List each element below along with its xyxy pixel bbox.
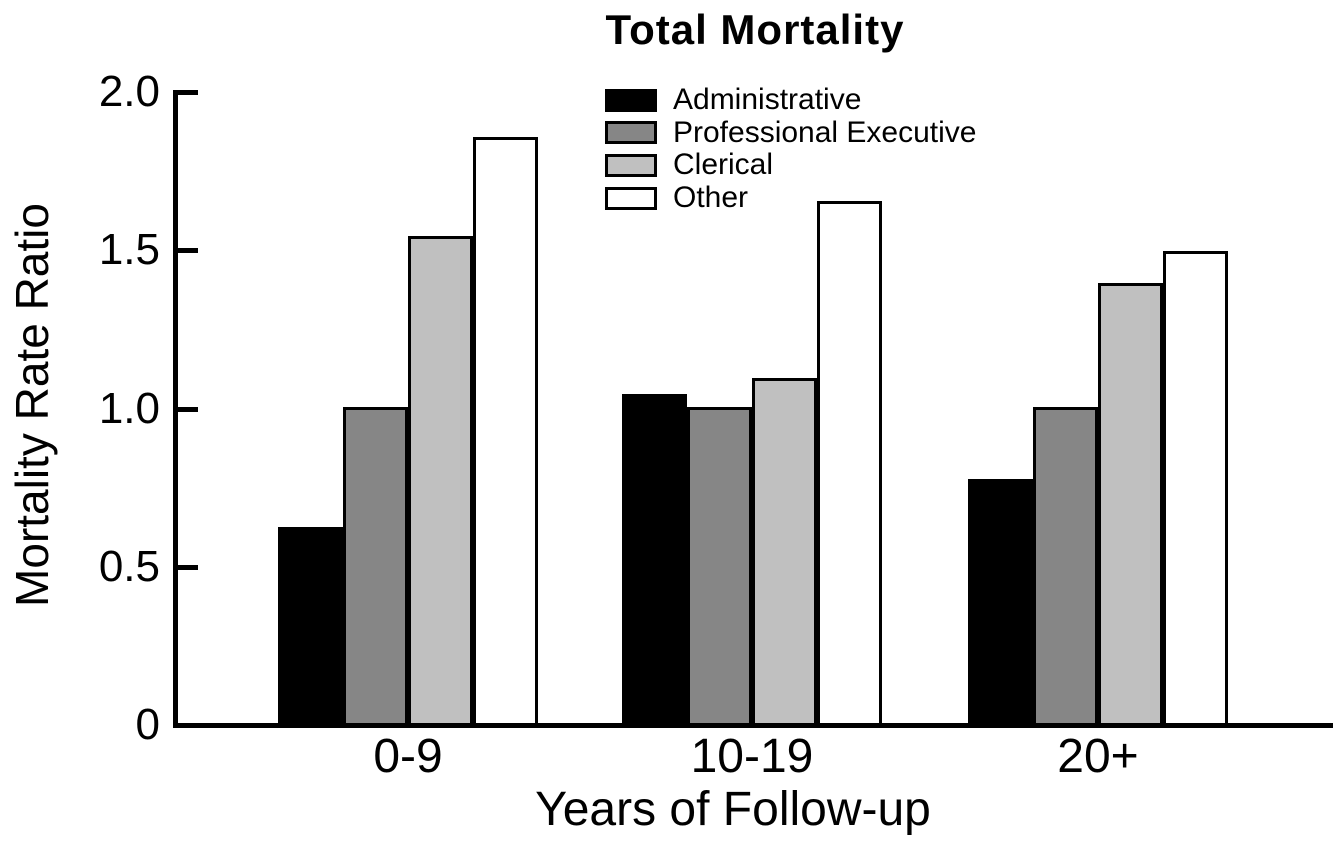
legend-swatch-clerical bbox=[605, 153, 657, 177]
legend-row: Clerical bbox=[605, 148, 774, 182]
legend-row: Professional Executive bbox=[605, 115, 977, 149]
bar-0-9-administrative bbox=[278, 526, 343, 723]
x-category-label-10-19: 10-19 bbox=[690, 730, 814, 783]
chart-title: Total Mortality bbox=[605, 6, 905, 53]
bar-20+-professional-executive bbox=[1033, 406, 1098, 723]
legend-row: Other bbox=[605, 181, 749, 215]
legend-label: Other bbox=[673, 181, 749, 215]
y-axis-line bbox=[173, 90, 178, 728]
legend-label: Administrative bbox=[673, 83, 862, 116]
bar-10-19-other bbox=[817, 200, 882, 723]
y-tick-label: 0.5 bbox=[98, 541, 160, 591]
legend-label: Professional Executive bbox=[673, 115, 977, 149]
y-tick bbox=[178, 406, 198, 412]
y-tick-label: 0 bbox=[135, 700, 160, 749]
x-category-label-0-9: 0-9 bbox=[373, 730, 443, 783]
legend-row: Administrative bbox=[605, 83, 862, 116]
x-axis-line bbox=[173, 723, 1333, 728]
legend-swatch-administrative bbox=[605, 88, 657, 112]
bar-0-9-clerical bbox=[408, 235, 473, 723]
legend-swatch-other bbox=[605, 186, 657, 210]
y-tick bbox=[178, 564, 198, 570]
bar-20+-administrative bbox=[968, 479, 1033, 723]
y-tick-label: 1.5 bbox=[98, 225, 160, 275]
bar-10-19-administrative bbox=[622, 393, 687, 723]
y-tick bbox=[178, 248, 198, 254]
x-axis-title: Years of Follow-up bbox=[535, 783, 931, 836]
y-tick-label: 1.0 bbox=[98, 383, 160, 433]
bar-10-19-clerical bbox=[752, 378, 817, 723]
legend-label: Clerical bbox=[673, 148, 774, 182]
legend-swatch-professional-executive bbox=[605, 121, 657, 145]
bar-20+-clerical bbox=[1098, 283, 1163, 723]
x-category-label-20+: 20+ bbox=[1057, 730, 1139, 783]
y-tick-label: 2.0 bbox=[98, 67, 160, 116]
bar-10-19-professional-executive bbox=[687, 406, 752, 723]
bar-20+-other bbox=[1163, 251, 1228, 723]
bar-0-9-professional-executive bbox=[343, 406, 408, 723]
bar-0-9-other bbox=[473, 137, 538, 723]
y-tick bbox=[178, 90, 198, 95]
